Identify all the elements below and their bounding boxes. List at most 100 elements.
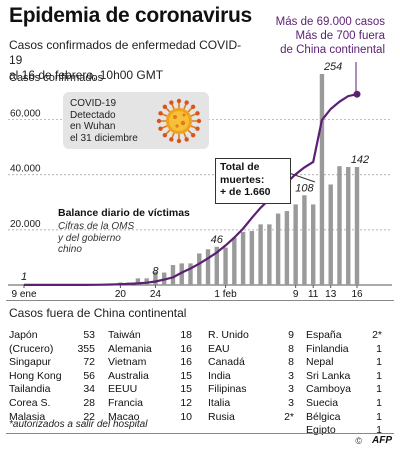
country-row: Filipinas 3	[208, 383, 294, 397]
country-row: Nepal 1	[306, 356, 382, 370]
country-cases: 8	[288, 342, 294, 355]
deaths-bar	[275, 213, 281, 285]
virus-spike-tip	[176, 98, 182, 104]
callout-line: Más de 700 fuera	[295, 30, 385, 42]
virus-spike-tip	[158, 126, 163, 131]
country-cases: 1	[376, 424, 382, 437]
country-cases: 18	[180, 329, 192, 341]
country-name: Nepal	[306, 356, 334, 369]
virus-line: COVID-19	[70, 98, 117, 109]
country-cases: 1	[376, 410, 382, 423]
country-name: Finlandia	[306, 342, 349, 355]
country-row: Malasia 22	[9, 411, 95, 425]
country-cases: 1	[376, 342, 382, 355]
subtitle-line: Casos confirmados de enfermedad COVID-19	[9, 38, 242, 67]
daily-deaths-note: Cifras de la OMS y del gobierno chino	[58, 221, 150, 256]
daily-deaths-title: Balance diario de víctimas	[58, 207, 190, 219]
cases-end-dot	[353, 90, 361, 98]
country-name: España	[306, 329, 342, 341]
country-name: Francia	[108, 396, 144, 409]
virus-line: el 31 diciembre	[70, 132, 138, 144]
country-name: Rusia	[208, 410, 235, 423]
deaths-bar	[258, 224, 263, 285]
deaths-bar	[170, 265, 176, 285]
deaths-label: 8	[152, 265, 159, 277]
subtitle-line: al 16 de febrero, 10h00 GMT	[9, 68, 164, 82]
coronavirus-icon	[156, 98, 202, 144]
country-name: (Crucero)	[9, 342, 54, 355]
country-cases: 3	[288, 369, 294, 382]
country-row: Egipto 1	[306, 424, 382, 438]
country-row: Sri Lanka 1	[306, 370, 382, 384]
country-cases: 28	[83, 396, 95, 409]
deaths-label: 254	[323, 61, 342, 73]
country-name: Camboya	[306, 383, 351, 396]
country-cases: 8	[288, 356, 294, 369]
deaths-annotation-text: Total de muertes: + de 1.660	[220, 161, 271, 199]
section-divider	[6, 300, 394, 301]
virus-spike-tip	[184, 137, 189, 142]
country-name: Sri Lanka	[306, 369, 351, 382]
country-name: Taiwán	[108, 329, 141, 341]
virus-spike-tip	[184, 100, 189, 105]
afp-logo: AFP	[372, 435, 392, 446]
footnote: *autorizados a salir del hospital	[9, 419, 148, 430]
country-name: Tailandia	[9, 383, 51, 396]
country-row: Vietnam 16	[108, 356, 192, 370]
country-name: Singapur	[9, 356, 52, 369]
country-row: Suecia 1	[306, 397, 382, 411]
deaths-bar	[188, 263, 193, 285]
country-name: Corea S.	[9, 396, 51, 409]
country-name: Vietnam	[108, 356, 147, 369]
country-name: Canadá	[208, 356, 245, 369]
deaths-label: 46	[211, 234, 224, 246]
y-tick-label: 40.000	[10, 164, 41, 175]
cases-column: R. Unido 9 EAU 8 Canadá 8 India 3 Filipinas 3 Ital…	[208, 329, 294, 424]
deaths-bar	[310, 204, 316, 285]
deaths-label: 108	[295, 182, 314, 194]
deaths-bar	[135, 278, 141, 285]
x-tick-label: 1 feb	[214, 289, 237, 300]
country-name: Hong Kong	[9, 369, 62, 382]
deaths-bar	[223, 247, 228, 285]
deaths-bar	[354, 167, 360, 285]
deaths-bar	[267, 224, 272, 285]
virus-spike-tip	[176, 138, 182, 144]
deaths-bar	[214, 246, 219, 285]
country-name: Japón	[9, 329, 38, 341]
x-tick-label: 11	[308, 289, 319, 300]
virus-line: Detectado	[70, 109, 116, 121]
cases-table-heading: Casos fuera de China continental	[9, 306, 187, 320]
country-row: Hong Kong 56	[9, 370, 95, 384]
virus-spike-tip	[190, 104, 196, 110]
country-row: Australia 15	[108, 370, 192, 384]
country-row: España 2*	[306, 329, 382, 343]
country-row: Alemania 16	[108, 343, 192, 357]
virus-spike-tip	[162, 132, 168, 138]
virus-spike-tip	[162, 104, 168, 110]
deaths-leader	[288, 172, 316, 183]
country-row: Rusia 2*	[208, 411, 294, 425]
deaths-line: Total de	[220, 161, 260, 173]
country-name: Italia	[208, 396, 231, 409]
deaths-label: 142	[351, 154, 369, 166]
country-name: Macao	[108, 410, 140, 423]
deaths-annotation: Total de muertes: + de 1.660	[215, 158, 291, 204]
country-row: EAU 8	[208, 343, 294, 357]
country-row: Japón 53	[9, 329, 95, 343]
country-row: Taiwán 18	[108, 329, 192, 343]
country-cases: 10	[180, 410, 192, 423]
daily-note-line: chino	[58, 244, 82, 255]
deaths-bar	[293, 204, 298, 285]
country-row: R. Unido 9	[208, 329, 294, 343]
x-tick-label: 24	[150, 289, 162, 300]
virus-annotation: COVID-19 Detectado en Wuhan el 31 diciem…	[63, 92, 209, 149]
virus-line: en Wuhan	[70, 121, 116, 132]
country-row: Tailandia 34	[9, 383, 95, 397]
y-axis-labels: 20.000 40.000 60.000	[10, 109, 41, 230]
deaths-line: muertes:	[220, 173, 265, 186]
country-cases: 3	[288, 396, 294, 409]
deaths-bar	[232, 237, 237, 285]
country-cases: 2*	[372, 329, 382, 341]
deaths-bar	[328, 184, 333, 285]
